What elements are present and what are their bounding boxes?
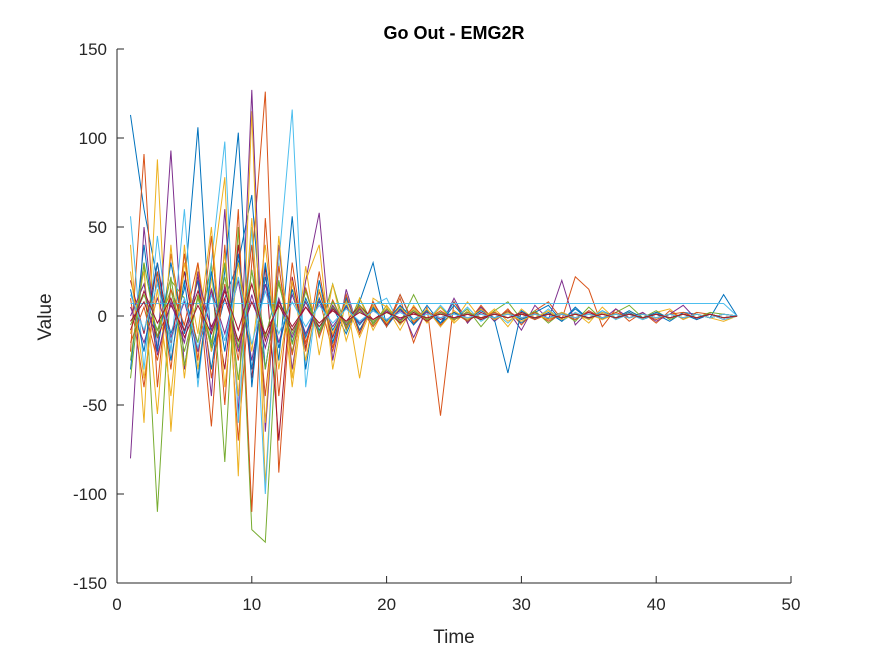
x-tick-label: 0 [112, 595, 121, 614]
y-tick-label: 150 [79, 40, 107, 59]
x-tick-label: 40 [647, 595, 666, 614]
y-axis-label: Value [35, 293, 56, 340]
x-tick-label: 50 [782, 595, 801, 614]
series-line-6 [130, 109, 738, 495]
y-tick-label: 50 [88, 218, 107, 237]
y-tick-label: -100 [73, 485, 107, 504]
y-tick-label: -150 [73, 574, 107, 593]
y-tick-label: 100 [79, 129, 107, 148]
x-tick-label: 10 [242, 595, 261, 614]
x-tick-label: 30 [512, 595, 531, 614]
y-tick-label: -50 [82, 396, 107, 415]
y-tick-label: 0 [98, 307, 107, 326]
chart-title: Go Out - EMG2R [384, 23, 525, 43]
axes-group: 0 10 20 30 40 50 150 100 50 0 -50 -100 -150 [73, 40, 800, 614]
series-line-21 [130, 282, 738, 343]
series-group [130, 89, 738, 544]
x-axis-label: Time [433, 627, 475, 648]
x-tick-label: 20 [377, 595, 396, 614]
